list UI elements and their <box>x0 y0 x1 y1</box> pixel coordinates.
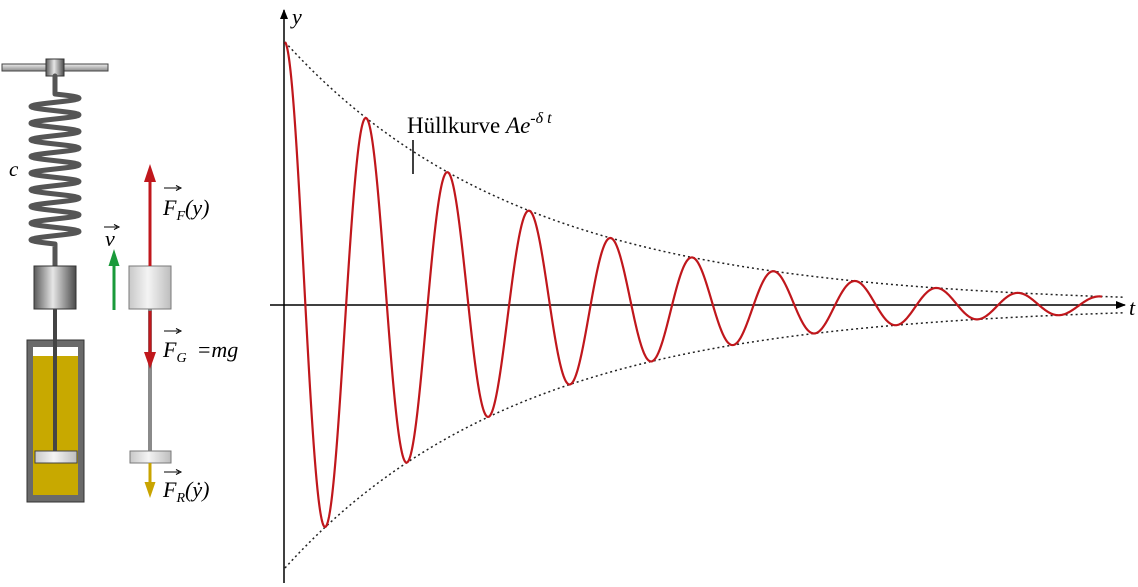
force-gravity-label: FG =mg <box>162 328 238 366</box>
piston <box>34 450 78 464</box>
force-spring-arrowhead <box>144 164 156 182</box>
force-damping-arrowhead <box>144 482 156 498</box>
damped-oscillation-curve <box>284 41 1103 529</box>
fbd-damper-plate <box>129 450 172 464</box>
spring-mass-damper-model: c <box>1 58 109 503</box>
force-spring-label: FF(y) <box>162 185 209 224</box>
free-body-diagram: v FF(y) FG =mg FR(ẏ) <box>104 164 238 506</box>
y-axis-label: y <box>290 4 302 29</box>
svg-text:FF(y): FF(y) <box>162 195 209 224</box>
force-damping-label: FR(ẏ) <box>162 469 209 506</box>
envelope-lower <box>284 311 1126 569</box>
spring <box>28 73 82 269</box>
svg-text:v: v <box>105 226 115 251</box>
velocity-arrowhead <box>108 249 120 266</box>
svg-text:FR(ẏ): FR(ẏ) <box>162 477 209 506</box>
spring-constant-label: c <box>9 157 19 181</box>
mass <box>33 265 77 310</box>
svg-text:FG=mg: FG =mg <box>162 337 238 366</box>
envelope-upper <box>284 41 1126 299</box>
t-axis-label: t <box>1129 295 1136 320</box>
force-gravity-arrowhead <box>144 352 156 369</box>
fbd-mass <box>128 265 172 310</box>
ceiling-mount <box>45 58 65 77</box>
velocity-label: v <box>104 224 121 251</box>
oscillation-graph: y t Hüllkurve Ae-δ t <box>270 4 1136 583</box>
envelope-label: Hüllkurve Ae-δ t <box>407 110 552 138</box>
